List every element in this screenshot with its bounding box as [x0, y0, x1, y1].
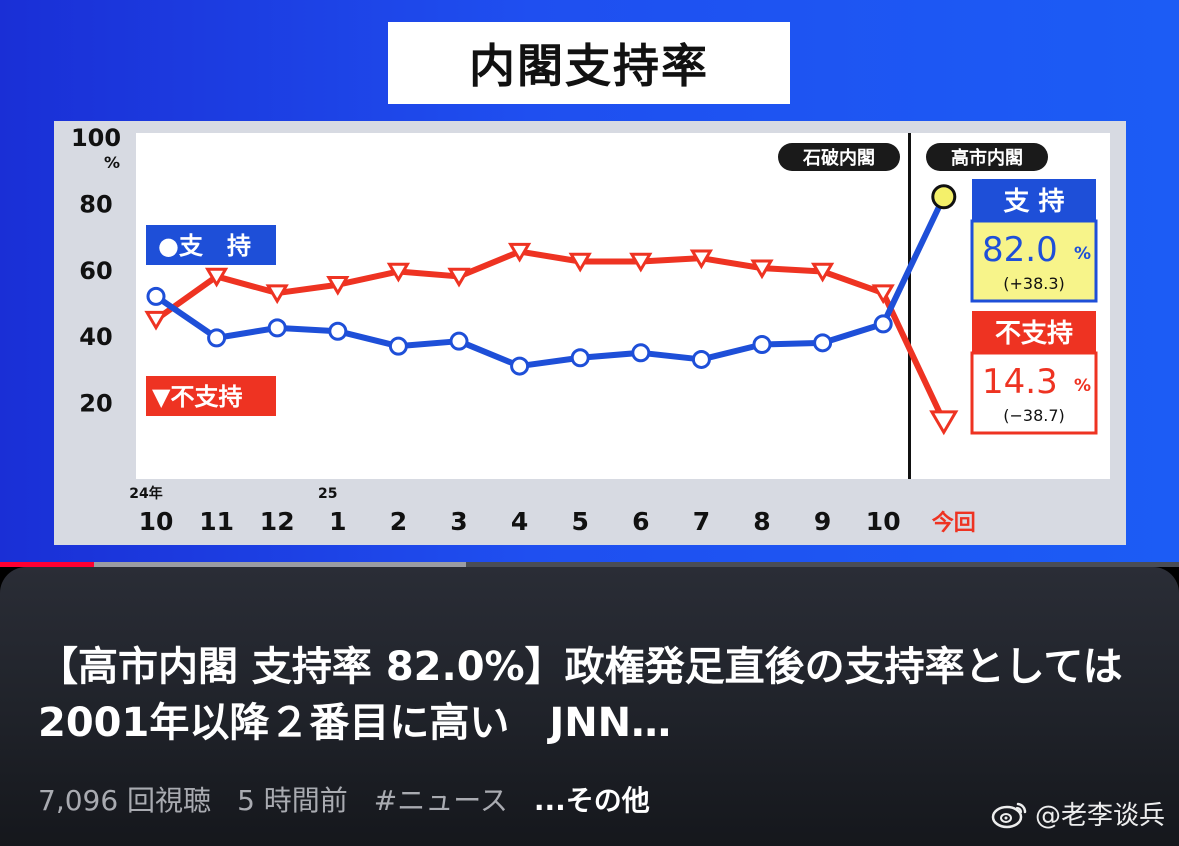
- era-badge-before: [778, 143, 900, 171]
- legend-nonsupport-box: [146, 376, 276, 416]
- weibo-icon: [991, 802, 1027, 828]
- legend-support-box: [146, 225, 276, 265]
- x-tick-label: 1: [329, 507, 346, 536]
- nonsupport-point: [929, 410, 959, 436]
- video-meta: 7,096 回視聴 5 時間前 #ニュース ...その他: [38, 779, 676, 819]
- era-label-after: 高市内閣: [951, 147, 1023, 169]
- progress-fill: [0, 562, 95, 567]
- result-nonsupport-body: [970, 351, 1098, 435]
- y-tick-label: 20: [79, 390, 112, 418]
- x-tick-label: 今回: [932, 510, 976, 536]
- nonsupport-line: [154, 248, 947, 423]
- video-title[interactable]: 【高市内閣 支持率 82.0%】政権発足直後の支持率としては2001年以降２番目…: [38, 644, 1123, 746]
- y-tick-label: 60: [79, 257, 112, 285]
- support-point: [510, 356, 530, 376]
- result-nonsupport-unit: %: [1074, 376, 1091, 396]
- nonsupport-point: [810, 262, 835, 283]
- nonsupport-point: [750, 259, 774, 280]
- result-support-value: 82.0: [982, 230, 1058, 270]
- support-line: [154, 195, 947, 370]
- support-point: [931, 184, 957, 210]
- legend-nonsupport-label: ▼不支持: [152, 383, 242, 411]
- x-tick-label: 10: [139, 507, 174, 536]
- y-tick-label: 80: [79, 190, 112, 218]
- x-tick-label: 8: [753, 507, 770, 536]
- result-nonsupport-change: (−38.7): [1003, 406, 1065, 425]
- result-nonsupport-value: 14.3: [982, 362, 1058, 402]
- result-support-unit: %: [1074, 244, 1091, 264]
- y-unit-label: %: [104, 153, 120, 172]
- support-point: [813, 333, 833, 353]
- nonsupport-point: [144, 310, 168, 331]
- x-tick-label: 2: [390, 507, 407, 536]
- result-support-body: [970, 219, 1098, 303]
- x-tick-label: 4: [511, 507, 528, 536]
- nonsupport-point: [629, 252, 653, 273]
- nonsupport-point: [689, 249, 714, 270]
- plot-area: [136, 133, 1110, 479]
- hashtag-link[interactable]: #ニュース: [373, 784, 508, 817]
- x-tick-label: 10: [866, 507, 901, 536]
- support-point: [146, 286, 166, 306]
- watermark-text: @老李谈兵: [1034, 801, 1165, 831]
- progress-bar[interactable]: [0, 562, 1179, 567]
- support-point: [328, 321, 348, 341]
- result-nonsupport-title: 不支持: [995, 319, 1073, 349]
- nonsupport-point: [265, 284, 289, 305]
- chart-title-box: 内閣支持率: [388, 22, 790, 104]
- nonsupport-point: [447, 267, 471, 288]
- support-point: [873, 314, 893, 334]
- view-count: 7,096 回視聴: [38, 784, 212, 817]
- x-tick-label: 3: [450, 507, 467, 536]
- legend-support-label: ●支 持: [158, 232, 251, 260]
- x-tick-label: 12: [260, 507, 295, 536]
- result-support-header: [972, 179, 1096, 221]
- nonsupport-point: [326, 276, 350, 296]
- nonsupport-point: [204, 267, 229, 288]
- y-tick-label: 100: [71, 124, 121, 152]
- year-marker: 25: [318, 486, 337, 502]
- nonsupport-point: [871, 284, 895, 305]
- support-point: [752, 335, 772, 354]
- era-badge-after: [926, 143, 1048, 171]
- progress-buffer: [0, 562, 466, 567]
- support-point: [449, 331, 469, 351]
- support-point: [207, 328, 227, 348]
- video-frame[interactable]: 内閣支持率 20 40 60 80 100% 10 11 12 1 2 3 4 5 6 7 8 9 10 今回 24年…: [0, 0, 1179, 562]
- x-tick-label: 6: [632, 507, 649, 536]
- year-marker: 24年: [129, 485, 162, 502]
- nonsupport-point: [386, 262, 411, 283]
- x-tick-label: 5: [571, 507, 588, 536]
- support-point: [631, 343, 651, 363]
- x-tick-label: 11: [199, 507, 234, 536]
- result-nonsupport-header: [972, 311, 1096, 353]
- support-point: [388, 336, 408, 356]
- chart-panel: 20 40 60 80 100% 10 11 12 1 2 3 4 5 6 7 8 9 10 今回 24年 25 石破内閣…: [54, 121, 1126, 545]
- chart-title: 内閣支持率: [469, 39, 709, 93]
- more-link[interactable]: ...その他: [533, 784, 650, 817]
- nonsupport-point: [568, 252, 592, 273]
- era-label-before: 石破内閣: [802, 147, 875, 169]
- y-tick-label: 40: [79, 323, 112, 351]
- result-support-change: (+38.3): [1003, 274, 1065, 293]
- support-point: [267, 318, 287, 338]
- x-tick-label: 7: [693, 507, 710, 536]
- result-support-title: 支 持: [1003, 187, 1064, 217]
- x-tick-label: 9: [814, 507, 831, 536]
- video-info-panel: 【高市内閣 支持率 82.0%】政権発足直後の支持率としては2001年以降２番目…: [0, 567, 1179, 846]
- watermark: @老李谈兵: [991, 795, 1165, 832]
- nonsupport-point: [507, 242, 532, 263]
- support-point: [691, 349, 711, 369]
- time-ago: 5 時間前: [237, 784, 348, 817]
- support-point: [570, 348, 590, 368]
